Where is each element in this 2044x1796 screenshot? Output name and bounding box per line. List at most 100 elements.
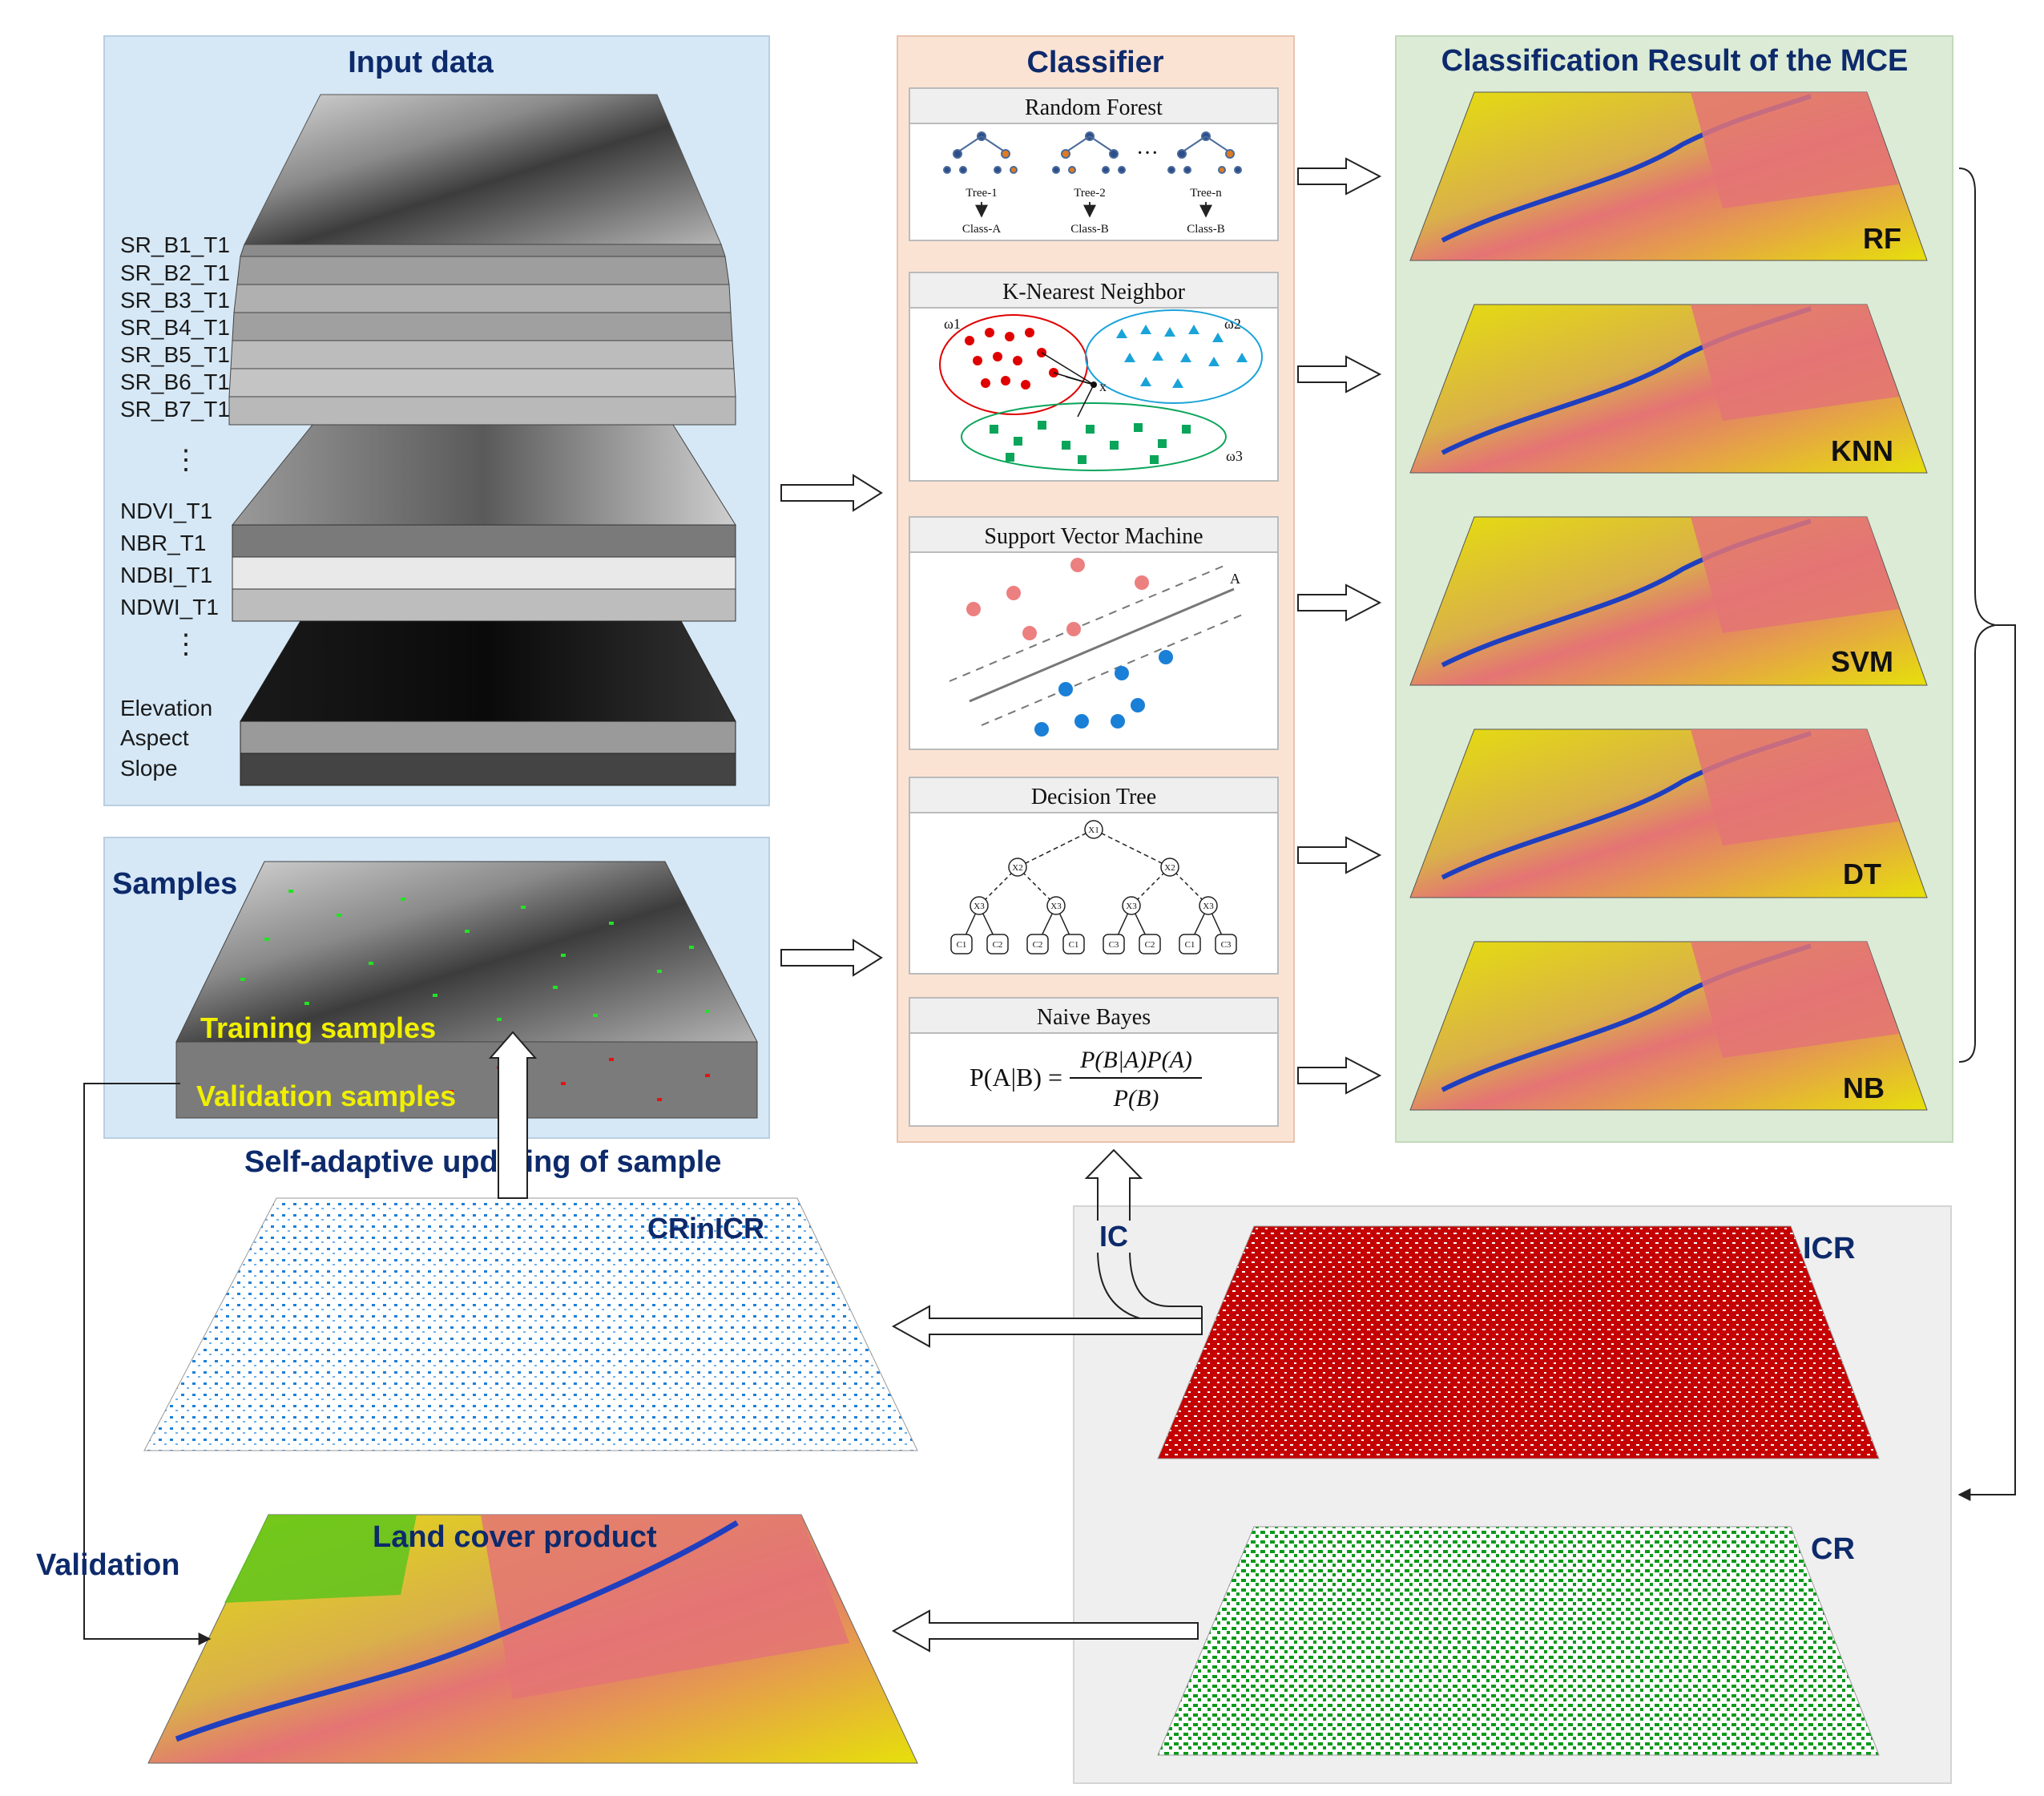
svm-hyperplane-label: A (1230, 571, 1240, 587)
dt-leaf-label: C1 (957, 940, 967, 950)
dt-node-label: X3 (1126, 902, 1137, 911)
validation-samples-label: Validation samples (196, 1080, 456, 1112)
band-label: SR_B3_T1 (120, 288, 230, 313)
rf-class-label: Class-A (962, 223, 1002, 236)
band-slice (230, 340, 735, 369)
validation-label: Validation (36, 1548, 179, 1582)
dt-node-label: X3 (974, 902, 985, 911)
training-sample-points (240, 890, 710, 1021)
dt-leaf-label: C1 (1185, 940, 1195, 950)
tree-1-icon (943, 131, 1018, 174)
svm-box: Support Vector Machine A (909, 516, 1279, 750)
band-label: NDVI_T1 (120, 498, 212, 523)
knn-title: K-Nearest Neighbor (1002, 280, 1185, 305)
dt-nodes (950, 820, 1237, 955)
knn-w1-label: ω1 (944, 316, 961, 332)
icr-label: ICR (1803, 1232, 1855, 1265)
tree-n-icon (1167, 131, 1242, 174)
band-slice (232, 312, 733, 341)
band-label: SR_B1_T1 (120, 232, 230, 257)
map-nb-label: NB (1843, 1072, 1885, 1104)
band-label: SR_B7_T1 (120, 397, 230, 422)
svm-hyperplane (969, 587, 1235, 703)
map-rf-label: RF (1863, 222, 1901, 255)
cr-label: CR (1811, 1532, 1855, 1566)
naive-bayes-box: Naive Bayes P(A|B) = P(B|A)P(A) P(B) (909, 997, 1279, 1127)
band-label: Slope (120, 756, 178, 781)
arrow-dt (1297, 836, 1382, 874)
band-layer-sr (244, 94, 722, 245)
icr-map: ICR (1157, 1225, 1880, 1459)
band-label: NBR_T1 (120, 531, 206, 555)
classifier-title: Classifier (1026, 46, 1163, 79)
band-label: NDBI_T1 (120, 563, 212, 587)
rf-down-arrows (975, 202, 1212, 218)
arrow-knn (1297, 355, 1382, 394)
band-label: SR_B6_T1 (120, 369, 230, 394)
map-svm: SVM (1409, 516, 1928, 686)
dt-node-label: X3 (1050, 902, 1062, 911)
arrow-input-to-classifier (780, 474, 883, 512)
band-slice (228, 368, 736, 398)
dt-leaf-label: C1 (1069, 940, 1079, 950)
decision-tree-title: Decision Tree (1031, 785, 1156, 809)
validation-line (83, 1083, 212, 1645)
arrow-nb (1297, 1056, 1382, 1095)
band-label: SR_B2_T1 (120, 260, 230, 285)
rf-tree-icons (943, 131, 1242, 174)
random-forest-box: Random Forest ··· Tree-1 Tree-2 Tree-n (909, 87, 1279, 241)
band-slice (240, 720, 736, 754)
knn-neighbor-lines (1041, 352, 1095, 418)
svm-margin-upper (949, 564, 1227, 682)
band-layer-index (231, 424, 736, 526)
dt-leaf-label: C2 (1145, 940, 1155, 950)
svm-blue-points (1034, 650, 1173, 737)
ic-label: IC (1099, 1220, 1128, 1253)
knn-cluster-w3 (961, 402, 1227, 471)
knn-w3-label: ω3 (1226, 448, 1243, 464)
decision-tree-box: Decision Tree X1 X2 X2 X3 X3 X3 X3 C (909, 777, 1279, 975)
knn-cluster-w2 (1085, 309, 1263, 404)
knn-green-points (990, 421, 1191, 464)
knn-query-point (1091, 381, 1097, 388)
dt-node-label: X3 (1203, 902, 1214, 911)
ellipsis: ⋮ (172, 445, 200, 475)
nb-formula-numerator: P(B|A)P(A) (1079, 1047, 1192, 1073)
band-label: Aspect (120, 725, 189, 750)
band-slice (232, 588, 736, 622)
band-slice (236, 256, 730, 285)
training-samples-label: Training samples (200, 1011, 436, 1044)
crinicr-map: CRinICR (143, 1197, 918, 1451)
dt-node-label: X2 (1164, 863, 1175, 873)
land-cover-label: Land cover product (373, 1520, 657, 1554)
rf-tree-label: Tree-n (1190, 187, 1222, 200)
map-svm-label: SVM (1831, 645, 1893, 678)
arrows-classifier-to-results (1297, 157, 1382, 1095)
samples-title: Samples (112, 867, 237, 901)
random-forest-title: Random Forest (1025, 95, 1163, 120)
band-label: SR_B5_T1 (120, 342, 230, 367)
map-nb: NB (1409, 941, 1928, 1111)
rf-tree-label: Tree-2 (1074, 187, 1105, 200)
knn-query-label: x (1099, 378, 1107, 394)
arrow-samples-to-classifier (780, 938, 883, 977)
self-adaptive-label: Self-adaptive updating of sample (244, 1145, 721, 1179)
rf-dots: ··· (1136, 141, 1159, 166)
map-dt-label: DT (1843, 858, 1881, 890)
svm-title: Support Vector Machine (984, 524, 1203, 549)
svm-margin-lower (981, 612, 1247, 726)
crinicr-label: CRinICR (647, 1212, 764, 1245)
svm-red-points (966, 558, 1149, 640)
naive-bayes-title: Naive Bayes (1037, 1005, 1151, 1030)
knn-blue-points (1116, 325, 1248, 388)
input-image-stack (228, 94, 736, 786)
band-slice (233, 284, 732, 313)
arrow-cr-to-landcover (891, 1609, 1199, 1653)
tree-2-icon (1052, 131, 1126, 174)
rf-class-label: Class-B (1070, 223, 1109, 236)
dt-leaf-label: C2 (993, 940, 1003, 950)
knn-red-points (965, 328, 1058, 389)
band-slice (232, 524, 736, 558)
band-label: NDWI_T1 (120, 595, 219, 620)
